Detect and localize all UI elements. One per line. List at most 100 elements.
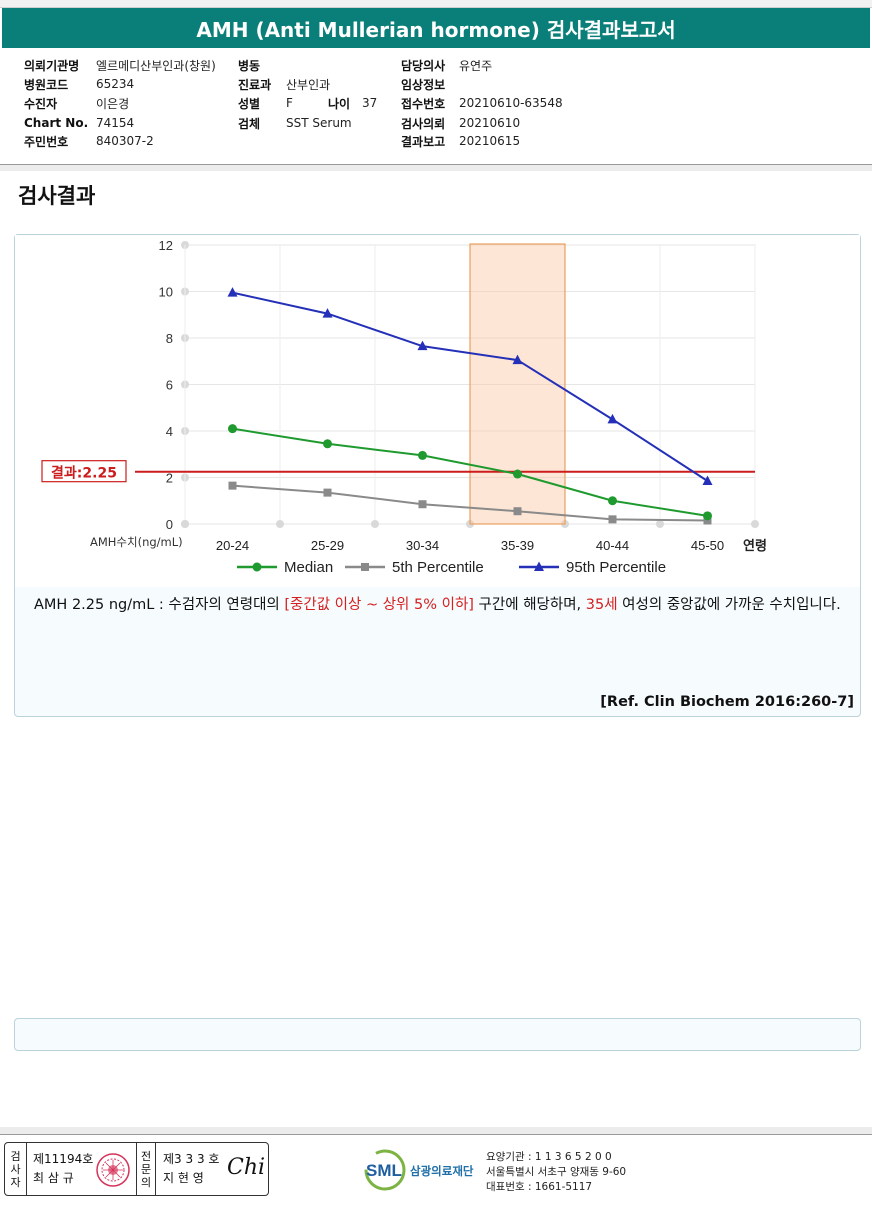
org-info-line: 서울특별시 서초구 양재동 9-60 — [486, 1166, 627, 1178]
info-label: 검사의뢰 — [401, 116, 446, 131]
info-value: 20210610 — [459, 116, 521, 130]
info-value: 20210615 — [459, 134, 521, 148]
info-value: F — [286, 96, 293, 110]
data-point — [323, 439, 332, 449]
org-info-line: 요양기관 : 1 1 3 6 5 2 0 0 — [486, 1151, 612, 1163]
label-char: 자 — [10, 1175, 21, 1189]
info-row: 주민번호 840307-2 — [24, 132, 154, 150]
top-bar — [0, 0, 872, 8]
specialist-name: 지 현 영 — [163, 1171, 204, 1185]
info-row: 임상정보 — [401, 75, 459, 93]
empty-panel — [14, 1018, 861, 1051]
data-point — [513, 469, 522, 479]
label-char: 사 — [10, 1162, 21, 1176]
x-tick-label: 35-39 — [501, 538, 534, 553]
x-tick-dot — [276, 520, 284, 528]
info-row: 의뢰기관명 엘르메디산부인과(창원) — [24, 56, 216, 74]
result-label: 결과:2.25 — [51, 465, 117, 482]
report-title: AMH (Anti Mullerian hormone) 검사결과보고서 — [2, 8, 870, 48]
info-value: 840307-2 — [96, 134, 154, 148]
label-char: 전 — [140, 1149, 152, 1163]
data-point — [607, 413, 618, 424]
data-point — [418, 500, 427, 509]
y-tick-label: 2 — [166, 471, 173, 486]
info-row: 검체 SST Serum — [238, 114, 352, 132]
y-tick-label: 6 — [166, 378, 173, 393]
y-tick-label: 12 — [159, 238, 173, 253]
x-tick-label: 25-29 — [311, 538, 344, 553]
desc-highlight-age: 35세 — [585, 597, 618, 613]
divider — [0, 164, 872, 165]
data-point — [608, 515, 617, 524]
data-point — [608, 496, 617, 506]
info-label: 병동 — [238, 58, 261, 73]
inspector-no: 제11194호 — [33, 1152, 94, 1166]
data-point — [227, 287, 238, 297]
amh-chart: 0 2 4 6 8 10 12 20-24 25-29 30-34 35-39 40-44 45-50 연… — [41, 238, 767, 576]
series-line — [232, 484, 708, 522]
info-value: 엘르메디산부인과(창원) — [96, 58, 216, 73]
x-tick-label: 20-24 — [216, 538, 249, 553]
data-point — [512, 354, 523, 365]
info-label: 진료과 — [238, 77, 272, 92]
footer-divider — [0, 1127, 872, 1135]
data-point — [703, 511, 712, 521]
series-line — [232, 291, 709, 482]
series-line — [232, 427, 708, 517]
data-point — [702, 475, 713, 485]
x-tick-dot — [656, 520, 664, 528]
data-point — [322, 308, 333, 318]
data-point — [417, 340, 428, 351]
legend-label: Median — [284, 559, 333, 576]
inspector-label: 검 사 자 — [5, 1143, 27, 1195]
logo-text: SML — [366, 1161, 402, 1180]
info-row: 병동 — [238, 56, 286, 74]
signature-box: 검 사 자 제11194호 최 삼 규 전 문 의 제3 3 3 호 지 현 영… — [4, 1142, 269, 1196]
legend-label: 95th Percentile — [566, 559, 666, 576]
highlight-band — [469, 243, 566, 525]
info-value: SST Serum — [286, 116, 352, 130]
info-label: 결과보고 — [401, 134, 446, 149]
info-row: 결과보고 20210615 — [401, 132, 520, 150]
x-tick-dot — [371, 520, 379, 528]
info-row: Chart No. 74154 — [24, 114, 134, 132]
y-tick-label: 0 — [166, 517, 173, 532]
info-row: 진료과 산부인과 — [238, 75, 330, 93]
info-row: 성별 F 나이 37 — [238, 94, 377, 112]
legend-marker — [252, 562, 262, 572]
result-label-box — [41, 460, 127, 483]
info-label: 접수번호 — [401, 96, 446, 111]
info-label: 수진자 — [24, 96, 58, 111]
label-char: 의 — [140, 1175, 152, 1189]
data-point — [323, 488, 332, 497]
info-row: 검사의뢰 20210610 — [401, 114, 520, 132]
specialist-label: 전 문 의 — [136, 1143, 156, 1195]
data-point — [228, 481, 237, 490]
desc-highlight-range: [중간값 이상 ~ 상위 5% 이하] — [284, 597, 474, 613]
section-title: 검사결과 — [18, 184, 96, 208]
desc-text: AMH 2.25 ng/mL : 수검자의 연령대의 — [34, 597, 285, 613]
specialist-no: 제3 3 3 호 — [163, 1152, 220, 1166]
patient-info: 의뢰기관명 엘르메디산부인과(창원) 병원코드 65234 수진자 이은경 Ch… — [0, 52, 872, 164]
org-name: 삼광의료재단 — [410, 1164, 474, 1178]
info-label: 성별 — [238, 96, 261, 111]
y-tick-label: 10 — [159, 285, 173, 300]
info-value: 이은경 — [96, 96, 130, 111]
result-description: AMH 2.25 ng/mL : 수검자의 연령대의 [중간값 이상 ~ 상위 … — [34, 594, 854, 617]
x-tick-dot — [181, 520, 189, 528]
signature: Chi — [227, 1155, 266, 1180]
desc-text: 여성의 중앙값에 가까운 수치입니다. — [617, 597, 841, 613]
info-label: 나이 — [328, 96, 351, 111]
info-label: 임상정보 — [401, 77, 446, 92]
x-tick-dot — [751, 520, 759, 528]
info-row: 병원코드 65234 — [24, 75, 134, 93]
info-value: 산부인과 — [286, 77, 331, 92]
y-axis-label: AMH수치(ng/mL) — [90, 535, 183, 549]
x-tick-label: 40-44 — [596, 538, 629, 553]
org-info: 요양기관 : 1 1 3 6 5 2 0 0 서울특별시 서초구 양재동 9-6… — [486, 1150, 626, 1195]
y-tick-label: 4 — [166, 424, 173, 439]
label-char: 문 — [140, 1162, 152, 1176]
info-label: 검체 — [238, 116, 261, 131]
info-label: 의뢰기관명 — [24, 58, 80, 73]
inspector-name: 최 삼 규 — [33, 1171, 74, 1185]
